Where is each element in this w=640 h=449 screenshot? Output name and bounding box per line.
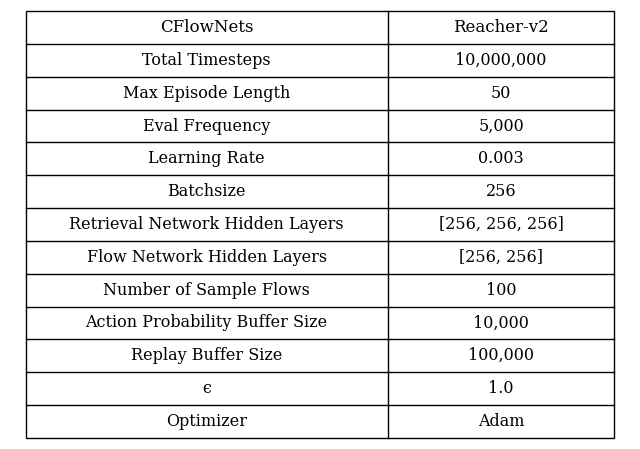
Text: 10,000,000: 10,000,000 bbox=[456, 52, 547, 69]
Text: 256: 256 bbox=[486, 183, 516, 200]
Text: 5,000: 5,000 bbox=[478, 118, 524, 135]
Text: 1.0: 1.0 bbox=[488, 380, 514, 397]
Text: Reacher-v2: Reacher-v2 bbox=[453, 19, 549, 36]
Text: Number of Sample Flows: Number of Sample Flows bbox=[103, 282, 310, 299]
Text: 10,000: 10,000 bbox=[473, 314, 529, 331]
Text: Flow Network Hidden Layers: Flow Network Hidden Layers bbox=[86, 249, 326, 266]
Text: Optimizer: Optimizer bbox=[166, 413, 247, 430]
Text: [256, 256]: [256, 256] bbox=[459, 249, 543, 266]
Text: Adam: Adam bbox=[478, 413, 524, 430]
Text: 100,000: 100,000 bbox=[468, 347, 534, 364]
Text: 50: 50 bbox=[491, 85, 511, 102]
Text: Total Timesteps: Total Timesteps bbox=[142, 52, 271, 69]
Text: Retrieval Network Hidden Layers: Retrieval Network Hidden Layers bbox=[69, 216, 344, 233]
Text: Replay Buffer Size: Replay Buffer Size bbox=[131, 347, 282, 364]
Text: Max Episode Length: Max Episode Length bbox=[123, 85, 291, 102]
Text: Batchsize: Batchsize bbox=[168, 183, 246, 200]
Text: Action Probability Buffer Size: Action Probability Buffer Size bbox=[86, 314, 328, 331]
Text: Learning Rate: Learning Rate bbox=[148, 150, 265, 167]
Text: [256, 256, 256]: [256, 256, 256] bbox=[438, 216, 563, 233]
Text: ϵ: ϵ bbox=[202, 380, 211, 397]
Text: 0.003: 0.003 bbox=[478, 150, 524, 167]
Text: 100: 100 bbox=[486, 282, 516, 299]
Text: CFlowNets: CFlowNets bbox=[160, 19, 253, 36]
Text: Eval Frequency: Eval Frequency bbox=[143, 118, 270, 135]
